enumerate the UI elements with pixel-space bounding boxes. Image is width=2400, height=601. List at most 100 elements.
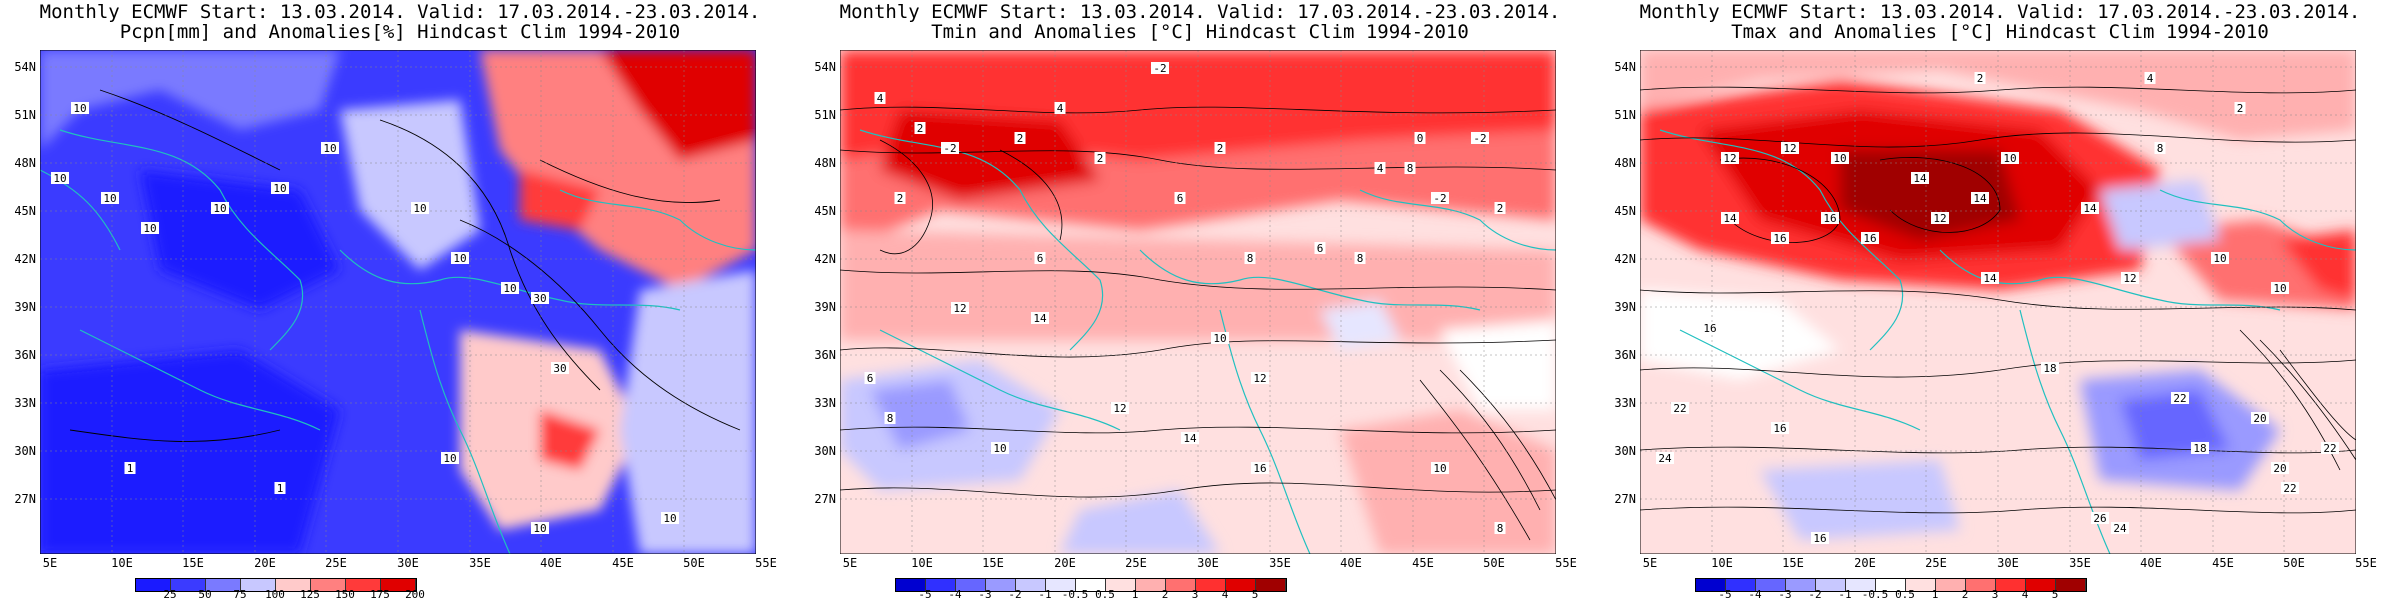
contour-label: 14 <box>1033 312 1047 325</box>
contour-label-bg <box>1374 162 1386 174</box>
contour-label: 6 <box>1317 242 1324 255</box>
contour-label-bg <box>2081 202 2099 214</box>
colorbar-swatch <box>1226 579 1256 591</box>
contour-label: 12 <box>953 302 966 315</box>
tmin-map: -2 4 4 2 -2 2 2 2 0 2 6 6 8 12 14 10 12 6 8 4 8 -2 -2 2 6 8 10 12 14… <box>840 50 1556 554</box>
lon-label: 10E <box>911 556 933 570</box>
contour-label-bg <box>1054 102 1066 114</box>
contour-label: 22 <box>1673 402 1686 415</box>
colorbar-swatch <box>2026 579 2056 591</box>
contour-label-bg <box>2234 102 2246 114</box>
precip-map: 10 10 10 10 10 10 10 10 10 10 30 30 10 1 1 10 10 <box>40 50 756 554</box>
contour-label-bg <box>951 302 969 314</box>
colorbar-swatch <box>311 579 346 591</box>
contour-label: 4 <box>2147 72 2154 85</box>
contour-label-bg <box>411 202 429 214</box>
contour-label-bg <box>1981 272 1999 284</box>
contour-label-bg <box>1414 132 1426 144</box>
contour-label: 4 <box>1057 102 1064 115</box>
contour-label-bg <box>2211 252 2229 264</box>
contour-label-bg <box>2281 482 2299 494</box>
colorbar-swatch <box>2056 579 2086 591</box>
contour-label-bg <box>2121 272 2139 284</box>
contour-label-bg <box>1656 452 1674 464</box>
colorbar-label: 125 <box>300 588 320 601</box>
colorbar-swatch <box>1846 579 1876 591</box>
lon-label: 20E <box>1854 556 1876 570</box>
contour-label-bg <box>1431 192 1449 204</box>
colorbar-label: 2 <box>1161 588 1169 601</box>
contour-label-bg <box>1821 212 1839 224</box>
contour-label: 16 <box>1863 232 1876 245</box>
colorbar-swatch <box>1966 579 1996 591</box>
contour-label: 6 <box>1177 192 1184 205</box>
contour-label-bg <box>1811 532 1829 544</box>
contour-label: 16 <box>1703 322 1716 335</box>
colorbar-swatch <box>896 579 926 591</box>
colorbar-label: 100 <box>265 588 285 601</box>
lat-label: 45N <box>14 204 36 218</box>
contour-label-bg <box>321 142 339 154</box>
contour-label: 14 <box>1913 172 1927 185</box>
contour-label-bg <box>2041 362 2059 374</box>
lon-label: 25E <box>325 556 347 570</box>
lat-label: 42N <box>14 252 36 266</box>
colorbar-label: 150 <box>335 588 355 601</box>
contour-label: 8 <box>1407 162 1414 175</box>
colorbar-swatch <box>926 579 956 591</box>
contour-label: -2 <box>943 142 956 155</box>
contour-label-bg <box>1031 312 1049 324</box>
contour-label-bg <box>1431 462 1449 474</box>
lat-label: 45N <box>1614 204 1636 218</box>
contour-label: 22 <box>2173 392 2186 405</box>
lat-label: 36N <box>814 348 836 362</box>
contour-label: 12 <box>1783 142 1796 155</box>
contour-label: 2 <box>1017 132 1024 145</box>
lon-label: 40E <box>2140 556 2162 570</box>
contour-label-bg <box>101 192 119 204</box>
lat-label: 33N <box>814 396 836 410</box>
colorbar-label: -5 <box>918 588 932 601</box>
colorbar-label: -2 <box>1008 588 1022 601</box>
contour-label: 14 <box>1183 432 1197 445</box>
lon-label: 15E <box>182 556 204 570</box>
contour-label: 12 <box>1933 212 1946 225</box>
contour-label: 12 <box>2123 272 2136 285</box>
contour-label-bg <box>2001 152 2019 164</box>
colorbar-label: 0.5 <box>1095 588 1115 601</box>
lat-label: 51N <box>814 108 836 122</box>
contour-label: 10 <box>533 522 546 535</box>
colorbar-label: -0.5 <box>1861 588 1889 601</box>
contour-label-bg <box>2091 512 2109 524</box>
colorbar-swatch <box>1046 579 1076 591</box>
lat-label: 45N <box>814 204 836 218</box>
contour-label-bg <box>1471 132 1489 144</box>
lon-label: 55E <box>2355 556 2377 570</box>
colorbar-swatch <box>956 579 986 591</box>
contour-label-bg <box>1251 372 1269 384</box>
contour-label: 2 <box>1497 202 1504 215</box>
contour-label: 10 <box>143 222 156 235</box>
colorbar-label: 3 <box>1191 588 1199 601</box>
contour-label: 20 <box>2273 462 2286 475</box>
contour-label-bg <box>2171 392 2189 404</box>
colorbar-label: -3 <box>978 588 992 601</box>
colorbar-swatch <box>1106 579 1136 591</box>
lon-label: 5E <box>1642 556 1658 570</box>
contour-label: 14 <box>1723 212 1737 225</box>
colorbar-label: 5 <box>2051 588 2059 601</box>
contour-label-bg <box>1771 422 1789 434</box>
colorbar-label: 4 <box>2021 588 2029 601</box>
contour-label: 10 <box>503 282 516 295</box>
contour-label: 18 <box>2193 442 2206 455</box>
contour-label-bg <box>1151 62 1169 74</box>
lon-label: 45E <box>1412 556 1434 570</box>
lat-label: 54N <box>1614 60 1636 74</box>
lon-label: 15E <box>982 556 1004 570</box>
lat-label: 39N <box>14 300 36 314</box>
lat-label: 30N <box>814 444 836 458</box>
contour-label-bg <box>1354 252 1366 264</box>
contour-label-bg <box>1494 202 1506 214</box>
colorbar-swatch <box>1196 579 1226 591</box>
contour-label: 30 <box>533 292 546 305</box>
